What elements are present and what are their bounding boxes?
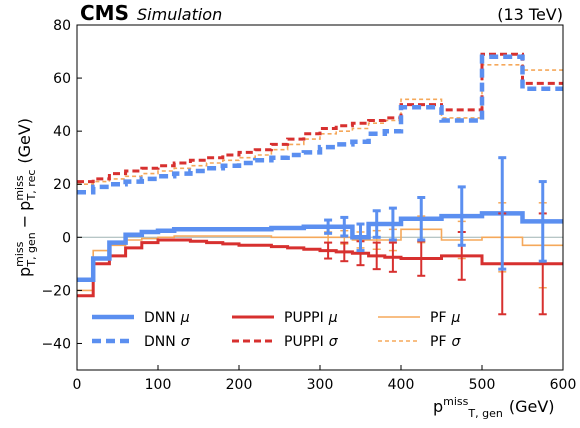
error-bar-dnn-mu	[457, 185, 466, 247]
x-tick-label: 400	[388, 377, 415, 393]
y-tick-label: 60	[53, 71, 71, 87]
x-tick-label: 200	[226, 377, 253, 393]
legend-label: PUPPI σ	[284, 334, 339, 350]
error-bar-dnn-mu	[324, 218, 333, 235]
y-tick-label: 40	[53, 124, 71, 140]
legend-item-pf-sigma: PF σ	[378, 334, 462, 350]
error-bar-puppi-mu	[340, 241, 349, 263]
y-tick-label: 20	[53, 177, 71, 193]
error-bar-dnn-mu	[388, 206, 397, 242]
legend-item-puppi-sigma: PUPPI σ	[232, 334, 339, 350]
x-axis-title: pmissT, gen (GeV)	[433, 395, 555, 420]
legend-item-pf-mu: PF μ	[378, 310, 461, 326]
simulation-tag: Simulation	[137, 5, 222, 24]
legend-label: PF σ	[430, 334, 462, 350]
experiment-label: CMS	[80, 1, 129, 25]
x-tick-label: 0	[73, 377, 82, 393]
series-puppi-sigma	[77, 52, 563, 184]
series-layer	[77, 52, 563, 298]
legend: DNN μ PUPPI μ PF μ DNN σ PUPPI σ PF σ	[92, 310, 462, 350]
x-tick-label: 100	[145, 377, 172, 393]
series-dnn-sigma	[77, 54, 563, 195]
x-tick-label: 500	[469, 377, 496, 393]
y-tick-label: −40	[41, 336, 71, 352]
legend-item-dnn-sigma: DNN σ	[92, 334, 191, 350]
series-puppi-mu	[77, 238, 563, 298]
legend-item-dnn-mu: DNN μ	[92, 310, 190, 326]
error-bar-puppi-mu	[324, 241, 333, 260]
error-bar-dnn-mu	[417, 196, 426, 242]
y-axis-title: pmissT, gen−pmissT, rec(GeV)	[13, 118, 38, 277]
legend-label: PF μ	[430, 310, 461, 326]
error-bar-dnn-mu	[372, 209, 381, 239]
legend-label: DNN σ	[144, 334, 191, 350]
x-tick-label: 600	[550, 377, 577, 393]
error-bar-dnn-mu	[498, 156, 507, 271]
series-pf-sigma	[77, 64, 563, 185]
error-bar-dnn-mu	[356, 222, 365, 253]
error-bar-layer	[324, 156, 547, 316]
energy-label: (13 TeV)	[497, 5, 563, 24]
error-bar-puppi-mu	[372, 241, 381, 271]
legend-label: PUPPI μ	[284, 310, 338, 326]
legend-item-puppi-mu: PUPPI μ	[232, 310, 338, 326]
y-tick-label: 0	[62, 230, 71, 246]
series-dnn-mu	[77, 211, 563, 283]
axis-ticks: 0 100 200 300 400 500 600 −40 −20 0 20 40 60 80	[41, 18, 576, 393]
x-tick-label: 300	[307, 377, 334, 393]
error-bar-puppi-mu	[388, 241, 397, 273]
y-tick-label: −20	[41, 283, 71, 299]
error-bar-dnn-mu	[538, 180, 547, 263]
series-pf-mu	[77, 228, 563, 292]
y-tick-label: 80	[53, 18, 71, 34]
error-bar-dnn-mu	[340, 215, 349, 238]
legend-label: DNN μ	[144, 310, 190, 326]
